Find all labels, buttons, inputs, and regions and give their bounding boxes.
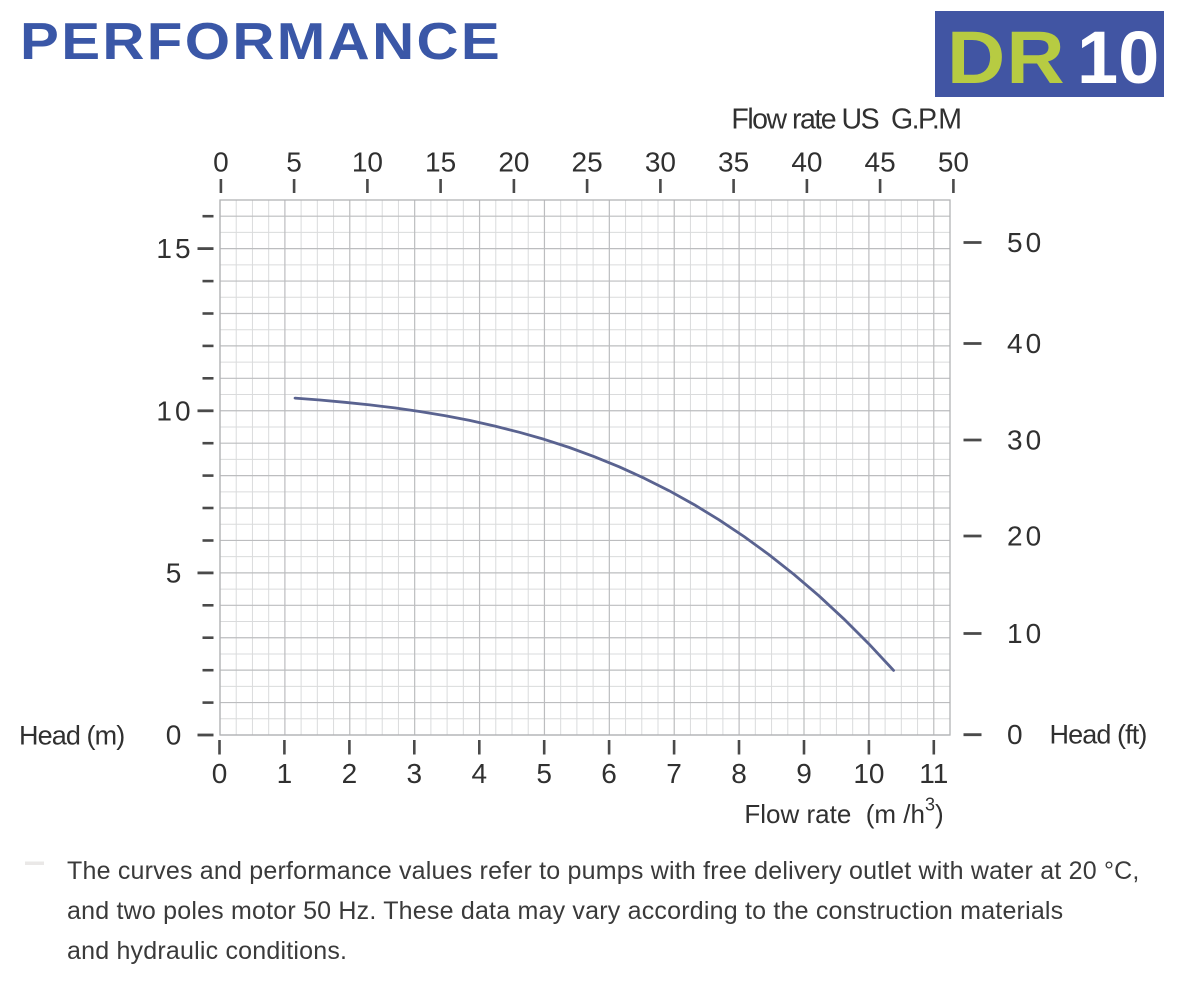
svg-text:Flow rate US G.P.M: Flow rate US G.P.M	[731, 104, 960, 136]
svg-text:11: 11	[919, 758, 948, 789]
svg-text:0: 0	[212, 758, 228, 789]
svg-text:20: 20	[498, 147, 529, 178]
svg-text:15: 15	[425, 147, 456, 178]
svg-text:25: 25	[572, 147, 603, 178]
svg-text:3: 3	[407, 758, 423, 789]
svg-text:5: 5	[536, 758, 552, 789]
svg-text:Flow rate (m /h3): Flow rate (m /h3)	[744, 795, 943, 830]
svg-text:15: 15	[156, 233, 193, 264]
svg-text:45: 45	[865, 147, 896, 178]
svg-text:10: 10	[352, 147, 383, 178]
svg-text:50: 50	[938, 147, 969, 178]
svg-text:35: 35	[718, 147, 749, 178]
svg-text:Head (ft): Head (ft)	[1050, 720, 1147, 750]
svg-text:0: 0	[1007, 719, 1026, 750]
svg-text:Head (m): Head (m)	[19, 720, 124, 750]
svg-text:50: 50	[1007, 227, 1044, 258]
svg-text:1: 1	[277, 758, 293, 789]
svg-text:30: 30	[645, 147, 676, 178]
svg-text:6: 6	[601, 758, 617, 789]
svg-text:30: 30	[1007, 425, 1044, 456]
svg-text:20: 20	[1007, 521, 1044, 552]
svg-text:10: 10	[853, 758, 884, 789]
svg-text:40: 40	[791, 147, 822, 178]
svg-text:7: 7	[666, 758, 682, 789]
svg-text:4: 4	[472, 758, 488, 789]
svg-text:10: 10	[1007, 618, 1044, 649]
svg-text:9: 9	[796, 758, 812, 789]
svg-text:2: 2	[342, 758, 358, 789]
svg-text:8: 8	[731, 758, 747, 789]
svg-text:5: 5	[166, 557, 185, 588]
svg-text:10: 10	[156, 395, 193, 426]
svg-text:0: 0	[166, 720, 185, 751]
svg-text:0: 0	[213, 147, 229, 178]
svg-text:5: 5	[286, 147, 302, 178]
svg-text:40: 40	[1007, 328, 1044, 359]
